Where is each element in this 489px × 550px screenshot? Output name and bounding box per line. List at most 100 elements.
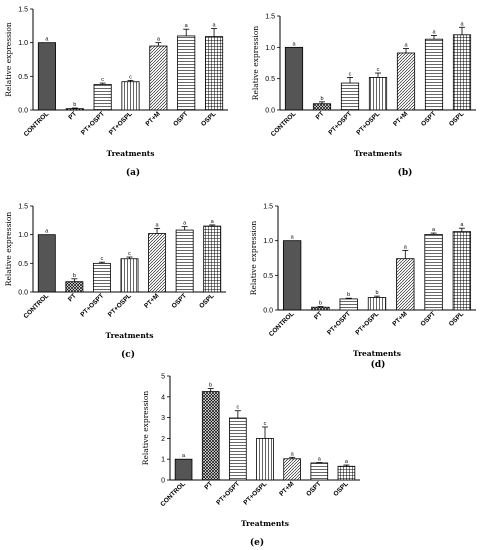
bar-pt-ospl [121,81,140,111]
significance-label: a [460,21,464,27]
category-label: CONTROL [23,110,51,138]
bar-ospt [424,234,443,311]
chart-panel-e: 0 1 2 3 4 5 Relative expression a CONTROL b PT c PT+… [141,374,360,548]
category-label: OSPL [448,110,465,127]
bar-pt [312,103,332,111]
y-tick-label: 1.5 [18,204,28,211]
significance-label: c [349,71,352,77]
significance-label: a [404,43,408,49]
y-tick-label: 1 [161,457,165,464]
y-tick-label: 1.0 [265,45,275,52]
y-tick-label: 5 [161,374,165,381]
significance-label: a [213,23,217,29]
category-label: PT+OSPT [79,292,105,318]
category-label: PT [203,480,214,491]
bar-ospl [205,36,224,111]
category-label: PT+M [391,310,408,327]
category-label: PT+M [143,292,160,309]
significance-label: c [128,251,131,257]
y-tick-label: 0 [161,478,165,485]
bar-pt-m [149,45,168,111]
significance-label: b [375,290,378,296]
category-label: PT [67,110,78,121]
bar-pt-ospl [367,297,387,311]
category-label: OSPT [420,110,437,127]
y-tick-label: 0.5 [263,273,273,280]
significance-label: c [101,256,104,262]
x-axis-label: Treatments [107,149,155,158]
bar-pt-m [396,52,416,111]
bar-ospl [337,465,356,481]
category-label: PT+OSPL [107,292,133,318]
y-tick-label: 0.5 [18,261,28,268]
y-tick-label: 0.5 [18,74,28,81]
significance-label: a [45,229,49,235]
bar-pt [65,108,84,111]
y-tick-label: 1.5 [265,14,275,21]
significance-label: c [264,421,267,427]
y-tick-label: 0.0 [18,108,28,115]
bar-ospt [177,35,196,111]
category-label: PT [67,292,78,303]
bar-pt-ospt [340,82,360,111]
bar-ospl [452,34,472,111]
bar-pt [201,391,220,481]
significance-label: b [73,273,76,279]
significance-label: a [291,451,295,457]
y-axis-label: Relative expression [249,221,258,296]
significance-label: c [101,77,104,83]
y-tick-label: 1.0 [18,40,28,47]
significance-label: b [347,292,350,298]
bar-control [174,458,193,481]
bar-pt-m [283,458,301,481]
category-label: CONTROL [268,310,296,338]
bar-ospt [310,462,329,481]
chart-panel-d: 0.0 0.5 1.0 1.5 Relative expression a CONTROL b… [249,204,476,370]
significance-label: a [345,459,349,465]
category-label: PT+M [392,110,409,127]
bar-control [284,46,304,111]
significance-label: a [211,219,215,225]
category-label: PT+M [278,480,295,497]
y-tick-label: 0.0 [18,290,28,297]
bar-pt-ospt [339,298,358,311]
significance-label: c [377,67,380,73]
bar-pt-ospt [93,84,112,111]
significance-label: b [320,96,323,102]
significance-label: c [236,405,239,411]
bar-pt [311,306,330,311]
category-label: PT+M [144,110,161,127]
significance-label: a [182,453,186,459]
panel-label: (d) [371,359,386,370]
category-label: PT [315,110,326,121]
y-tick-label: 1.0 [263,238,273,245]
bar-pt [65,281,84,293]
y-tick-label: 0.0 [265,108,275,115]
category-label: OSPT [171,292,188,309]
category-label: OSPT [420,310,437,327]
panel-label: (a) [126,167,140,178]
significance-label: a [404,244,408,250]
y-axis-label: Relative expression [141,391,150,466]
panel-label: (e) [250,537,264,548]
x-axis-label: Treatments [106,331,154,340]
significance-label: a [183,221,187,227]
bar-control [282,240,302,311]
significance-label: a [185,23,189,29]
bar-ospl [452,231,472,311]
category-label: PT+OSPL [108,110,134,136]
significance-label: c [129,74,132,80]
category-label: PT+OSPT [215,480,241,506]
category-label: OSPL [198,292,215,309]
significance-label: a [292,41,296,47]
category-label: OSPL [332,480,349,497]
bar-pt-m [396,258,415,311]
significance-label: b [319,301,322,307]
significance-label: b [209,382,212,388]
y-axis-label: Relative expression [251,26,260,101]
category-label: OSPT [172,110,189,127]
y-tick-label: 0.5 [265,76,275,83]
y-tick-label: 4 [161,394,165,401]
category-label: OSPL [200,110,217,127]
